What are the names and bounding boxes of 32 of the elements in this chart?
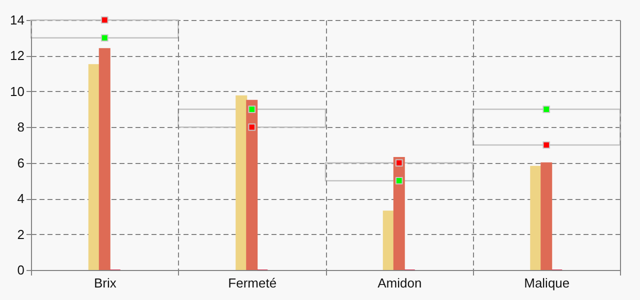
x-tick-label: Fermeté <box>228 276 277 290</box>
bar <box>324 162 474 182</box>
y-tick-label: 8 <box>17 120 24 135</box>
bar <box>382 210 394 270</box>
x-tick-label: Brix <box>94 276 117 290</box>
bar <box>530 166 542 270</box>
bar <box>393 157 405 270</box>
y-tick-label: 14 <box>10 12 24 28</box>
bar <box>246 100 258 270</box>
point <box>395 177 403 184</box>
y-tick-label: 0 <box>17 262 24 278</box>
bar <box>236 95 248 270</box>
point <box>542 141 550 149</box>
x-tick-label: Amidon <box>378 276 422 290</box>
point <box>100 16 108 24</box>
point <box>248 123 256 131</box>
point <box>100 34 108 42</box>
point <box>248 106 256 113</box>
bar <box>540 162 552 270</box>
y-tick-label: 4 <box>17 191 24 206</box>
bar <box>98 48 110 270</box>
y-tick-label: 2 <box>17 226 24 242</box>
y-tick-label: 6 <box>17 155 24 170</box>
bar <box>472 108 621 146</box>
point <box>395 159 403 167</box>
bar <box>178 108 326 128</box>
bar <box>88 64 100 270</box>
y-tick-label: 12 <box>10 48 24 64</box>
x-tick-label: Malique <box>524 276 570 290</box>
y-tick-label: 10 <box>10 84 24 99</box>
point <box>542 106 550 113</box>
bar <box>30 19 179 38</box>
